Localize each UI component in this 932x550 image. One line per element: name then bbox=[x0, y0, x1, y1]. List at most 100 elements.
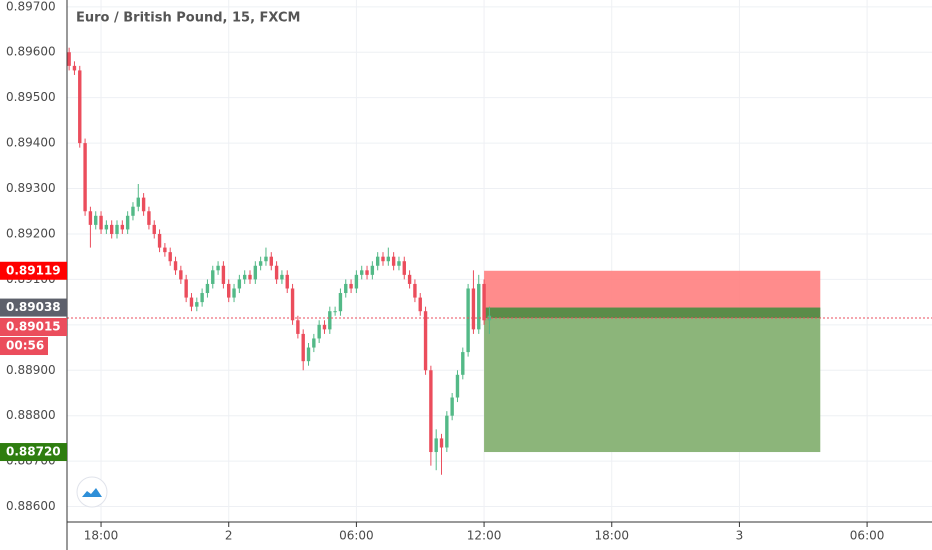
x-tick-label: 3 bbox=[736, 529, 744, 543]
candle-body bbox=[301, 333, 305, 362]
candle-body bbox=[78, 70, 82, 144]
candle-body bbox=[189, 297, 194, 307]
candle-body bbox=[131, 206, 135, 216]
candle-body bbox=[264, 256, 268, 262]
candle-body bbox=[152, 224, 156, 234]
logo-mark[interactable] bbox=[82, 488, 102, 497]
y-tick-label: 0.88600 bbox=[6, 499, 56, 513]
candle-body bbox=[333, 311, 337, 313]
candle-body bbox=[173, 261, 178, 271]
candle-body bbox=[67, 52, 71, 66]
y-tick-label: 0.89700 bbox=[6, 0, 56, 13]
x-tick-label: 18:00 bbox=[594, 529, 629, 543]
candle-body bbox=[83, 143, 87, 212]
candle-body bbox=[195, 302, 199, 307]
candle-body bbox=[248, 274, 252, 280]
candle-body bbox=[290, 288, 295, 321]
candles bbox=[67, 47, 932, 475]
logo-circle[interactable] bbox=[76, 476, 108, 508]
entry-band bbox=[484, 307, 821, 319]
candle-body bbox=[328, 311, 332, 330]
x-tick-label: 2 bbox=[225, 529, 233, 543]
candle-body bbox=[370, 265, 375, 275]
candle-body bbox=[434, 438, 438, 453]
position-tool[interactable] bbox=[484, 270, 821, 453]
candle-body bbox=[397, 261, 401, 266]
candle-body bbox=[216, 265, 220, 271]
candle-body bbox=[338, 293, 343, 312]
candle-body bbox=[205, 283, 210, 294]
candle-body bbox=[349, 283, 353, 289]
candle-body bbox=[147, 211, 151, 225]
candle-body bbox=[163, 247, 167, 253]
candle-body bbox=[168, 252, 172, 262]
candle-body bbox=[381, 256, 385, 262]
chart-title: Euro / British Pound, 15, FXCM bbox=[76, 11, 300, 26]
y-tick-label: 0.89200 bbox=[6, 226, 56, 240]
target-label: 0.88720 bbox=[6, 445, 61, 459]
candle-body bbox=[94, 215, 98, 225]
stop-label-bg bbox=[0, 261, 67, 280]
candle-body bbox=[354, 274, 359, 289]
candle-body bbox=[375, 256, 380, 266]
candle-body bbox=[450, 397, 454, 416]
candle-body bbox=[322, 324, 327, 330]
y-tick-label: 0.89400 bbox=[6, 136, 56, 150]
candle-body bbox=[402, 261, 406, 275]
entry-label: 0.89038 bbox=[6, 300, 61, 314]
candle-body bbox=[391, 256, 396, 266]
candle-body bbox=[221, 265, 226, 284]
candle-body bbox=[487, 315, 492, 321]
candle-body bbox=[136, 197, 140, 207]
y-tick-label: 0.89500 bbox=[6, 90, 56, 104]
candle-body bbox=[423, 311, 428, 371]
stop-zone[interactable] bbox=[484, 270, 821, 308]
stop-label: 0.89119 bbox=[6, 263, 61, 277]
entry-label-bg bbox=[0, 298, 67, 317]
target-zone[interactable] bbox=[484, 307, 821, 453]
candle-body bbox=[482, 283, 486, 321]
candle-body bbox=[471, 288, 476, 330]
candle-body bbox=[274, 265, 279, 280]
candle-body bbox=[306, 347, 311, 362]
candle-body bbox=[418, 297, 422, 312]
candle-body bbox=[317, 324, 321, 339]
x-tick-label: 06:00 bbox=[850, 529, 885, 543]
countdown: 00:56 bbox=[6, 339, 44, 353]
countdown-bg bbox=[0, 337, 48, 356]
candle-body bbox=[227, 283, 231, 298]
candle-body bbox=[429, 370, 433, 453]
candle-body bbox=[104, 224, 109, 230]
candle-body bbox=[72, 65, 77, 71]
current-price-label-bg bbox=[0, 318, 67, 337]
candle-body bbox=[99, 215, 103, 230]
candle-body bbox=[141, 197, 146, 212]
candle-body bbox=[280, 274, 284, 280]
candle-body bbox=[360, 270, 364, 275]
y-tick-label: 0.89600 bbox=[6, 45, 56, 59]
candle-body bbox=[237, 279, 242, 289]
candle-body bbox=[455, 374, 460, 398]
candle-body bbox=[386, 256, 391, 262]
candle-body bbox=[258, 261, 263, 266]
logo[interactable] bbox=[76, 476, 108, 508]
candle-body bbox=[120, 224, 125, 230]
target-label-bg bbox=[0, 443, 67, 462]
candle-body bbox=[232, 288, 236, 298]
candle-body bbox=[109, 224, 114, 234]
candle-body bbox=[115, 224, 119, 234]
candle-body bbox=[296, 320, 300, 334]
candle-body bbox=[439, 438, 444, 448]
candle-body bbox=[211, 270, 215, 284]
candle-body bbox=[184, 279, 188, 298]
candle-body bbox=[477, 283, 481, 330]
candle-body bbox=[285, 274, 289, 289]
y-tick-label: 0.88900 bbox=[6, 363, 56, 377]
candle-body bbox=[344, 283, 348, 294]
candle-body bbox=[461, 352, 465, 375]
candle-body bbox=[88, 211, 93, 225]
x-tick-label: 06:00 bbox=[339, 529, 374, 543]
candle-body bbox=[200, 293, 204, 303]
